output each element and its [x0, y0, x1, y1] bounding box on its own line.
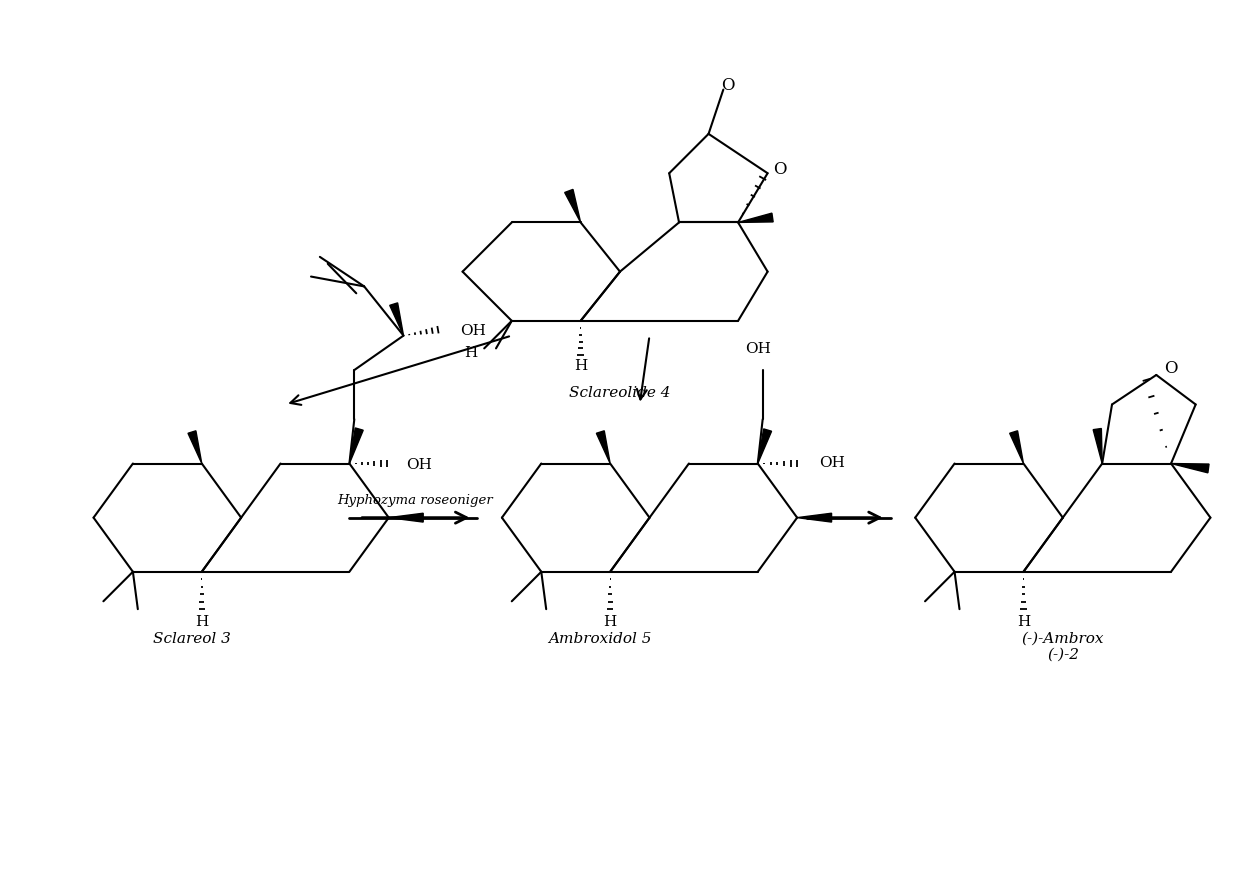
Text: H: H: [195, 614, 208, 628]
Polygon shape: [758, 429, 771, 464]
Polygon shape: [1171, 464, 1209, 474]
Text: H: H: [1017, 614, 1030, 628]
Text: Ambroxidol 5: Ambroxidol 5: [548, 631, 652, 645]
Text: OH: OH: [460, 323, 486, 337]
Text: Hyphozyma roseoniger: Hyphozyma roseoniger: [337, 494, 494, 507]
Polygon shape: [350, 428, 363, 464]
Polygon shape: [389, 514, 423, 522]
Text: Sclareol 3: Sclareol 3: [153, 631, 231, 645]
Text: (-)-Ambrox
(-)-2: (-)-Ambrox (-)-2: [1022, 631, 1104, 661]
Polygon shape: [797, 514, 832, 522]
Text: H: H: [464, 346, 477, 360]
Polygon shape: [738, 214, 774, 223]
Text: OH: OH: [745, 342, 771, 356]
Text: OH: OH: [818, 455, 844, 469]
Text: H: H: [604, 614, 616, 628]
Polygon shape: [389, 303, 403, 336]
Text: O: O: [1164, 359, 1178, 376]
Text: H: H: [574, 359, 588, 373]
Text: Sclareolide 4: Sclareolide 4: [569, 385, 671, 400]
Polygon shape: [596, 431, 610, 464]
Polygon shape: [564, 190, 580, 223]
Polygon shape: [1009, 431, 1023, 464]
Text: OH: OH: [407, 457, 433, 471]
Text: O: O: [722, 77, 735, 94]
Polygon shape: [1094, 429, 1102, 464]
Polygon shape: [188, 431, 202, 464]
Text: O: O: [773, 161, 786, 177]
